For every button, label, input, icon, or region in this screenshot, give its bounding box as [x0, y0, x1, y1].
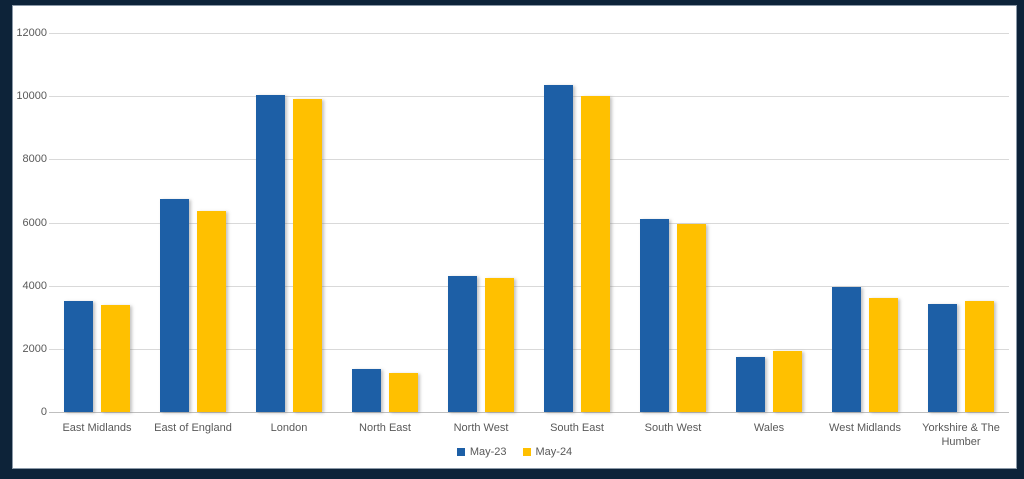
- bar-may-24-east-of-england: [197, 211, 226, 412]
- bar-may-24-yorkshire-the-humber: [965, 301, 994, 412]
- legend-item-may-23: May-23: [456, 446, 507, 458]
- chart-canvas: 0 2000 4000 6000 8000 10000 12000 East Midland…: [12, 5, 1017, 469]
- bar-may-24-north-east: [389, 373, 418, 412]
- x-tick-label-wales: Wales: [753, 422, 785, 434]
- x-tick-label-south-west: South West: [644, 422, 702, 434]
- gridline: [49, 222, 1009, 224]
- y-tick-label: 12000: [16, 27, 47, 39]
- x-tick-label-london: London: [270, 422, 308, 434]
- y-tick-label: 10000: [16, 90, 47, 103]
- x-axis-line: [49, 412, 1009, 413]
- bar-may-23-east-of-england: [160, 198, 189, 412]
- bar-may-24-east-midlands: [101, 304, 130, 412]
- bar-may-23-north-west: [448, 276, 477, 412]
- gridline: [49, 285, 1009, 287]
- legend: May-23 May-24: [13, 446, 1016, 458]
- bar-may-23-south-east: [544, 85, 573, 412]
- y-tick-label: 2000: [22, 342, 47, 355]
- bar-may-23-east-midlands: [64, 301, 93, 412]
- bar-may-23-south-west: [640, 219, 669, 412]
- x-tick-label-east-midlands: East Midlands: [62, 422, 132, 434]
- x-tick-label-north-east: North East: [359, 422, 411, 434]
- gridline: [49, 33, 1009, 34]
- gridline: [49, 96, 1009, 98]
- y-tick-label: 6000: [22, 216, 47, 229]
- legend-label: May-23: [469, 446, 507, 458]
- legend-swatch-may-23: [456, 448, 465, 456]
- y-tick-label: 0: [40, 406, 47, 418]
- x-tick-label-south-east: South East: [550, 422, 604, 434]
- bar-may-24-west-midlands: [869, 298, 898, 412]
- y-tick-label: 8000: [22, 153, 47, 166]
- bar-may-23-north-east: [352, 369, 381, 412]
- legend-swatch-may-24: [522, 448, 531, 456]
- gridline: [49, 159, 1009, 161]
- bar-may-23-wales: [736, 356, 765, 412]
- bar-may-24-london: [293, 99, 322, 412]
- bar-may-24-south-west: [677, 224, 706, 412]
- x-tick-label-east-of-england: East of England: [154, 422, 232, 434]
- x-tick-label-north-west: North West: [453, 422, 509, 434]
- y-tick-label: 4000: [22, 279, 47, 292]
- x-tick-label-west-midlands: West Midlands: [829, 422, 901, 434]
- bar-may-24-north-west: [485, 277, 514, 412]
- bar-may-24-south-east: [581, 96, 610, 412]
- legend-item-may-24: May-24: [522, 446, 573, 458]
- legend-label: May-24: [535, 446, 573, 458]
- gridline: [49, 348, 1009, 350]
- bar-may-24-wales: [773, 351, 802, 412]
- bar-may-23-west-midlands: [832, 287, 861, 412]
- bar-may-23-london: [256, 94, 285, 412]
- x-tick-label-yorkshire-the-humber: Yorkshire & The Humber: [922, 422, 1000, 449]
- bar-may-23-yorkshire-the-humber: [928, 303, 957, 412]
